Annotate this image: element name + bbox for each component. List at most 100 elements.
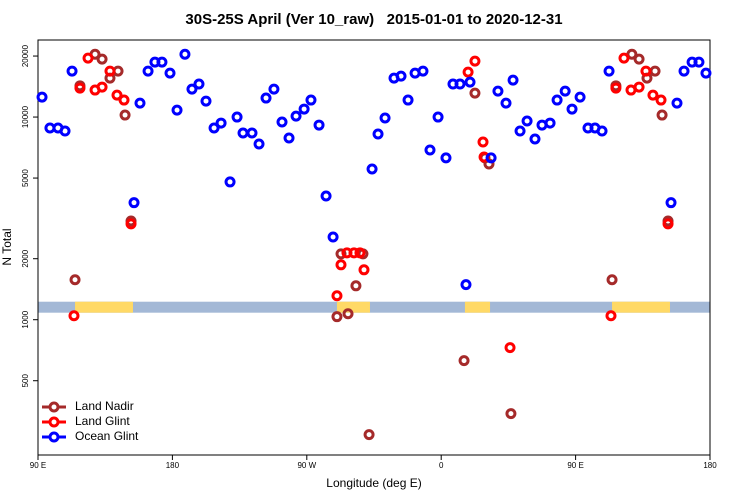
data-point — [224, 176, 236, 188]
data-point — [610, 82, 622, 94]
data-point — [156, 56, 168, 68]
data-point — [596, 125, 608, 137]
data-point — [348, 247, 360, 259]
data-point — [544, 117, 556, 129]
x-tick-label: 180 — [703, 461, 717, 470]
data-point — [566, 103, 578, 115]
data-point — [605, 310, 617, 322]
x-tick-label: 90 E — [567, 461, 583, 470]
data-point — [454, 78, 466, 90]
data-point — [379, 112, 391, 124]
data-point — [626, 48, 638, 60]
data-point — [603, 65, 615, 77]
data-point — [655, 94, 667, 106]
data-point — [354, 247, 366, 259]
data-point — [440, 152, 452, 164]
data-point — [529, 133, 541, 145]
data-point — [485, 152, 497, 164]
data-point — [66, 65, 78, 77]
land-segment — [612, 301, 670, 313]
data-point — [469, 55, 481, 67]
y-tick-label: 10000 — [21, 105, 30, 128]
data-point — [606, 274, 618, 286]
data-point — [335, 259, 347, 271]
land-segment — [336, 301, 370, 313]
data-point — [268, 83, 280, 95]
data-point — [640, 65, 652, 77]
data-point — [395, 70, 407, 82]
y-tick-label: 2000 — [21, 249, 30, 267]
data-point — [505, 408, 517, 420]
data-point — [424, 144, 436, 156]
x-tick-label: 180 — [166, 461, 180, 470]
y-axis-label: N Total — [0, 228, 14, 265]
data-point — [656, 109, 668, 121]
data-point — [142, 65, 154, 77]
data-point — [464, 76, 476, 88]
data-point — [125, 218, 137, 230]
data-point — [96, 81, 108, 93]
data-point — [231, 111, 243, 123]
x-axis-label: Longitude (deg E) — [326, 476, 421, 490]
data-point — [462, 66, 474, 78]
data-point — [574, 91, 586, 103]
data-point — [514, 125, 526, 137]
y-tick-label: 5000 — [21, 169, 30, 187]
data-point — [118, 94, 130, 106]
data-point — [492, 85, 504, 97]
data-point — [74, 82, 86, 94]
land-segment — [75, 301, 133, 313]
data-point — [633, 81, 645, 93]
data-point — [671, 97, 683, 109]
legend-label: Ocean Glint — [75, 429, 139, 443]
x-tick-label: 90 W — [297, 461, 316, 470]
data-point — [662, 218, 674, 230]
data-point — [469, 87, 481, 99]
data-point — [504, 342, 516, 354]
data-point — [460, 279, 472, 291]
data-point — [693, 56, 705, 68]
data-point — [678, 65, 690, 77]
y-tick-label: 20000 — [21, 44, 30, 67]
data-point — [417, 65, 429, 77]
data-point — [372, 128, 384, 140]
data-point — [366, 163, 378, 175]
data-point — [665, 197, 677, 209]
data-point — [500, 97, 512, 109]
data-point — [633, 53, 645, 65]
data-point — [36, 91, 48, 103]
data-point — [283, 132, 295, 144]
data-point — [186, 83, 198, 95]
data-point — [700, 67, 712, 79]
data-point — [82, 52, 94, 64]
legend-label: Land Nadir — [75, 399, 134, 413]
data-point — [69, 274, 81, 286]
data-point — [551, 94, 563, 106]
y-tick-label: 1000 — [21, 310, 30, 328]
data-point — [350, 280, 362, 292]
data-point — [358, 264, 370, 276]
data-point — [200, 95, 212, 107]
data-point — [193, 78, 205, 90]
data-point — [477, 136, 489, 148]
data-point — [305, 94, 317, 106]
data-point — [507, 74, 519, 86]
data-point — [179, 48, 191, 60]
x-tick-label: 0 — [439, 461, 444, 470]
data-point — [432, 111, 444, 123]
data-point — [164, 67, 176, 79]
legend-marker — [48, 401, 60, 413]
data-point — [104, 65, 116, 77]
data-point — [119, 109, 131, 121]
plot-frame — [37, 39, 711, 456]
data-point — [290, 110, 302, 122]
data-point — [331, 290, 343, 302]
data-point — [363, 429, 375, 441]
data-point — [171, 104, 183, 116]
x-tick-label: 90 E — [30, 461, 46, 470]
data-point — [134, 97, 146, 109]
data-point — [208, 122, 220, 134]
data-point — [246, 127, 258, 139]
